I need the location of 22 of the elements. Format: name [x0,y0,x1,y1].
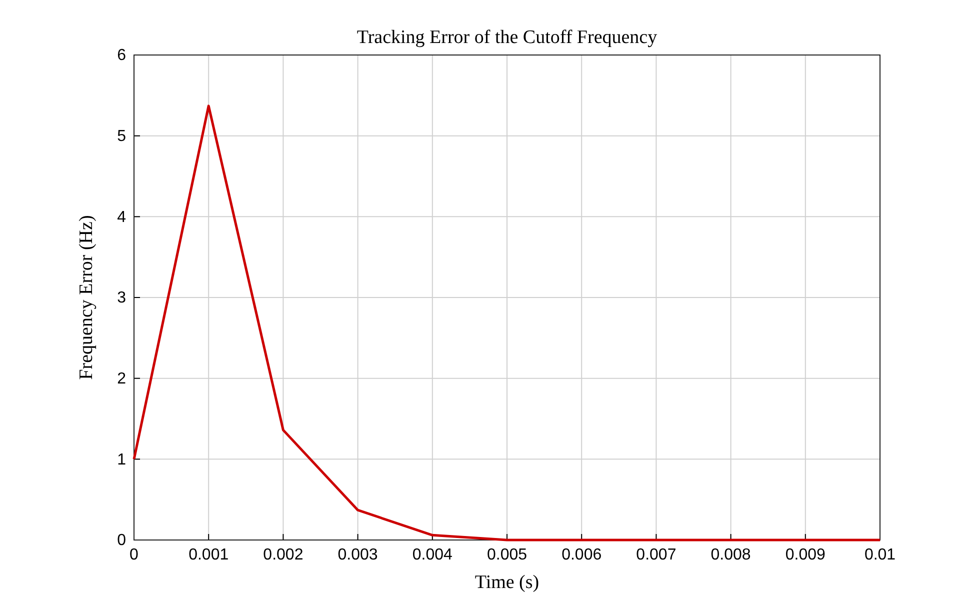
x-tick-label: 0.002 [263,546,304,564]
x-tick-label: 0 [130,546,139,564]
y-tick-label: 5 [117,128,126,145]
y-tick-label: 4 [117,208,126,226]
x-tick-label: 0.007 [636,546,676,564]
y-tick-label: 3 [117,290,126,307]
x-tick-label: 0.008 [710,546,751,564]
y-tick-label: 6 [117,47,126,64]
x-tick-label: 0.009 [785,546,826,564]
line-series [132,104,882,542]
x-tick-label: 0.004 [412,546,453,564]
x-tick-label: 0.001 [188,546,229,564]
chart-title: Tracking Error of the Cutoff Frequency [356,27,658,48]
x-tick-label: 0.003 [338,546,378,564]
y-axis-title: Frequency Error (Hz) [76,215,97,380]
x-tick-label: 0.006 [562,546,602,564]
y-tick-label: 2 [117,370,126,388]
y-tick-label: 0 [117,532,126,550]
x-tick-label: 0.005 [486,546,528,564]
x-axis-title: Time (s) [474,572,540,593]
x-tick-label: 0.01 [864,546,896,564]
y-tick-label: 1 [117,451,126,468]
